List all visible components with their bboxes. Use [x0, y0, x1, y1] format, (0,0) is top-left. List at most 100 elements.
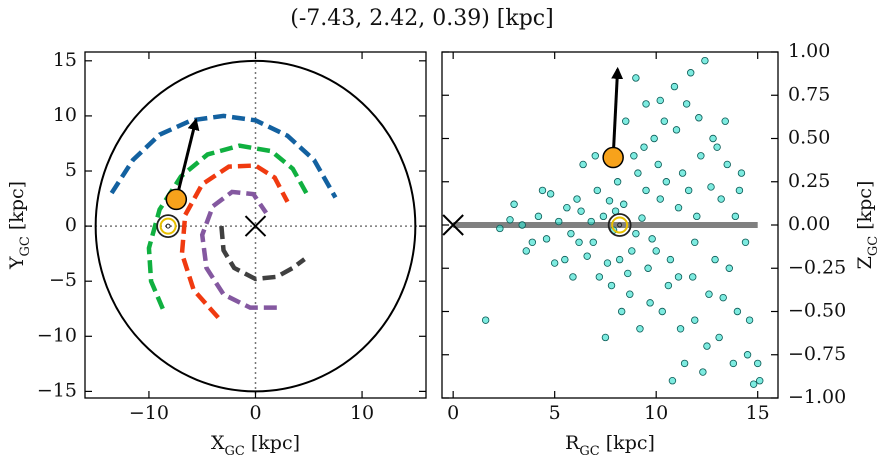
star-point	[699, 368, 707, 376]
object-position	[602, 146, 624, 169]
star-point	[709, 134, 717, 143]
star-point	[703, 342, 711, 350]
sun-marker-ring	[159, 217, 177, 235]
star-point	[642, 186, 650, 195]
sun-marker-dot	[617, 222, 623, 228]
star-point	[672, 126, 681, 134]
y-axis-label-part: Y	[6, 256, 28, 270]
x-axis-label: XGC [kpc]	[211, 432, 300, 459]
star-point	[599, 212, 608, 221]
figure-title: (-7.43, 2.42, 0.39) [kpc]	[290, 6, 553, 31]
star-point	[705, 290, 713, 298]
star-point	[674, 203, 683, 212]
star-point	[652, 247, 660, 255]
star-point	[607, 281, 616, 290]
star-point	[506, 216, 514, 224]
axes-frame	[84, 51, 427, 399]
star-point	[678, 169, 687, 177]
star-point	[510, 200, 518, 208]
star-point	[725, 264, 733, 272]
star-point	[741, 238, 750, 246]
star-point	[695, 114, 703, 122]
spiral-arm	[109, 113, 338, 199]
star-point	[682, 100, 691, 108]
star-point	[680, 359, 689, 368]
object-position	[165, 188, 188, 211]
y-axis-label-part: [kpc]	[854, 181, 876, 236]
y-tick-label: −0.50	[788, 300, 846, 322]
x-axis-label-part: GC	[579, 444, 599, 459]
star-point	[721, 117, 729, 125]
star-point	[693, 212, 701, 221]
star-point	[674, 273, 683, 281]
star-point	[658, 307, 666, 316]
star-point	[737, 169, 746, 177]
star-point	[569, 273, 577, 281]
spiral-arm	[219, 225, 306, 282]
star-point	[646, 299, 654, 307]
x-tick-label: 10	[644, 402, 668, 424]
star-point	[522, 247, 530, 255]
star-point	[689, 273, 697, 281]
star-point	[589, 238, 597, 246]
x-axis-label-part: R	[565, 432, 580, 454]
star-point	[687, 69, 695, 77]
star-point	[591, 152, 599, 160]
star-point	[632, 229, 640, 238]
x-axis-label-part: GC	[225, 444, 245, 459]
star-point	[656, 96, 664, 105]
y-axis-label: YGC [kpc]	[6, 181, 33, 270]
y-tick-label: −0.25	[788, 256, 846, 278]
star-point	[648, 235, 656, 243]
star-point	[707, 183, 715, 191]
star-point	[542, 235, 551, 243]
axes-frame	[441, 51, 779, 399]
star-point	[697, 152, 705, 160]
star-point	[538, 186, 547, 195]
star-point	[563, 203, 571, 212]
star-point	[496, 224, 504, 233]
star-point	[650, 134, 658, 143]
y-tick-label: 5	[65, 159, 77, 181]
star-point	[715, 333, 723, 342]
star-point	[624, 269, 632, 278]
spiral-arm	[179, 163, 290, 320]
star-point	[753, 359, 762, 368]
y-tick-label: 10	[53, 104, 77, 126]
star-point	[711, 255, 719, 264]
star-point	[622, 117, 630, 125]
y-tick-label: 0	[65, 214, 77, 236]
x-axis-label: RGC [kpc]	[565, 432, 655, 459]
star-point	[701, 56, 709, 65]
y-tick-label: 0.00	[788, 213, 830, 235]
plot-area	[442, 56, 764, 388]
y-tick-label: 1.00	[788, 40, 830, 62]
y-axis-label: ZGC [kpc]	[854, 181, 881, 270]
star-point	[636, 325, 644, 333]
star-point	[654, 160, 662, 169]
galactic-center	[442, 214, 464, 236]
star-point	[640, 143, 648, 151]
star-point	[733, 307, 742, 316]
star-point	[684, 186, 693, 195]
x-tick-label: 15	[746, 402, 770, 424]
sun-marker-dot	[165, 223, 171, 229]
star-point	[630, 152, 638, 160]
star-point	[745, 316, 754, 324]
x-tick-label: 5	[549, 402, 561, 424]
star-point	[731, 212, 740, 221]
x-axis-label-part: X	[211, 432, 225, 454]
star-point	[528, 238, 537, 246]
star-point	[561, 255, 569, 264]
star-point	[593, 186, 602, 195]
star-point	[642, 100, 650, 108]
star-point	[620, 200, 628, 208]
spiral-arm	[146, 143, 311, 310]
star-point	[676, 325, 685, 333]
star-point	[638, 214, 646, 222]
y-axis-label-part: GC	[866, 236, 881, 256]
star-point	[595, 273, 604, 281]
star-point	[656, 195, 664, 203]
star-point	[546, 190, 555, 198]
galactic-center	[244, 215, 267, 237]
